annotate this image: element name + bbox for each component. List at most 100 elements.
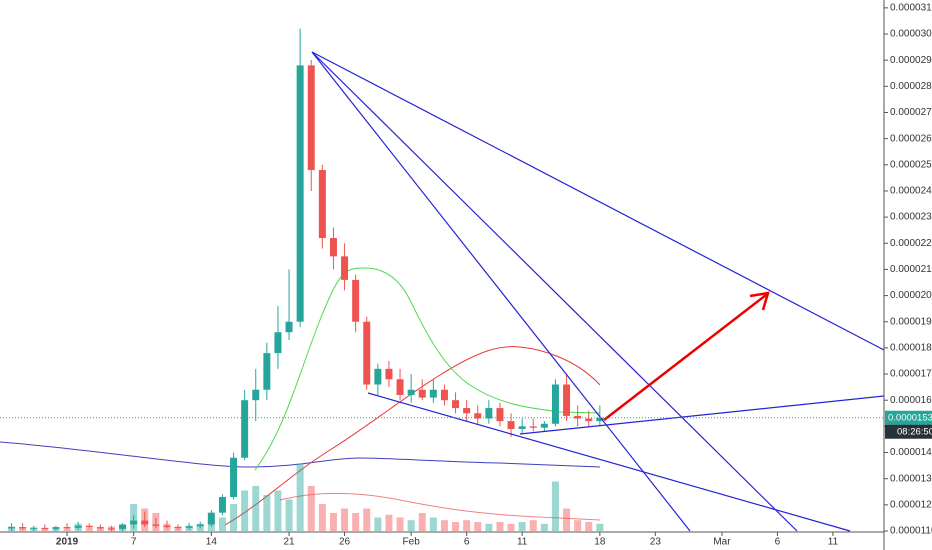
candle-body — [474, 413, 482, 419]
y-tick-label: 0.00001200 — [890, 499, 932, 510]
volume-bar — [574, 520, 582, 531]
candle-body — [429, 389, 437, 398]
candle-body — [529, 426, 537, 428]
volume-bar — [374, 517, 382, 531]
candle-body — [41, 527, 49, 529]
y-tick-label: 0.00002800 — [890, 81, 932, 92]
y-tick-label: 0.00002000 — [890, 290, 932, 301]
candle-body — [352, 279, 360, 322]
trend-line — [311, 51, 798, 532]
volume-bar — [540, 523, 548, 531]
y-tick-label: 0.00002400 — [890, 186, 932, 197]
volume-ma — [279, 492, 601, 521]
volume-bar — [452, 522, 460, 531]
volume-bar — [507, 523, 515, 531]
volume-bar — [296, 463, 304, 531]
x-tick-label: Mar — [713, 537, 731, 548]
volume-bar — [63, 527, 71, 531]
volume-bar — [252, 486, 260, 531]
volume-bar — [263, 495, 271, 531]
y-tick-label: 0.00001400 — [890, 447, 932, 458]
volume-bar — [385, 514, 393, 531]
volume-bar — [585, 522, 593, 531]
volume-bar — [485, 523, 493, 531]
indicators — [0, 267, 601, 526]
candle-body — [496, 408, 504, 422]
candle-layer — [8, 28, 604, 531]
candle-body — [263, 353, 271, 390]
candle-body — [230, 457, 238, 497]
volume-bar — [529, 520, 537, 531]
y-tick-label: 0.00002300 — [890, 212, 932, 223]
candle-body — [241, 400, 249, 458]
candle-body — [329, 238, 337, 257]
candle-body — [596, 417, 604, 422]
volume-bar — [429, 517, 437, 531]
candle-body — [363, 321, 371, 385]
volume-bar — [418, 513, 426, 531]
volume-bar — [518, 522, 526, 531]
candle-body — [207, 512, 215, 525]
candle-body — [341, 256, 349, 280]
candle-body — [285, 321, 293, 333]
candle-body — [19, 527, 27, 529]
candle-body — [174, 527, 182, 529]
x-tick-label: 14 — [206, 537, 218, 548]
candle-body — [52, 527, 60, 529]
volume-bar — [407, 520, 415, 531]
volume-bar — [307, 486, 315, 531]
countdown-box — [885, 424, 932, 439]
candle-body — [196, 524, 204, 527]
candle-body — [574, 415, 582, 419]
y-tick-label: 0.00002900 — [890, 55, 932, 66]
candle-body — [485, 408, 493, 419]
candle-body — [152, 524, 160, 526]
candle-body — [141, 520, 149, 525]
candle-body — [163, 525, 171, 528]
x-tick-label: 23 — [650, 537, 662, 548]
last-price-box — [885, 410, 932, 425]
candle-body — [463, 408, 471, 414]
candle-body — [185, 526, 193, 528]
y-tick-label: 0.00001100 — [890, 526, 932, 537]
y-tick-label: 0.00002700 — [890, 107, 932, 118]
countdown-label: 08:26:50 — [897, 426, 932, 437]
volume-bar — [352, 513, 360, 531]
candle-body — [85, 525, 93, 528]
candle-body — [585, 418, 593, 422]
volume-bar — [440, 520, 448, 531]
volume-bar — [563, 508, 571, 531]
volume-bar — [274, 490, 282, 531]
candle-body — [452, 400, 460, 409]
y-tick-label: 0.00003100 — [890, 2, 932, 13]
trend-line — [311, 51, 691, 532]
volume-bar — [218, 517, 226, 531]
y-tick-label: 0.00001600 — [890, 395, 932, 406]
volume-bar — [363, 508, 371, 531]
trend-line — [311, 51, 885, 351]
volume-bar — [85, 527, 93, 531]
candle-body — [307, 65, 315, 171]
volume-bar — [230, 504, 238, 531]
candle-body — [507, 421, 515, 429]
candle-body — [119, 524, 127, 529]
y-tick-label: 0.00002500 — [890, 159, 932, 170]
volume-bar — [341, 508, 349, 531]
x-tick-label: 6 — [464, 537, 470, 548]
y-tick-label: 0.00002100 — [890, 264, 932, 275]
candle-body — [374, 368, 382, 385]
x-tick-label: 2019 — [56, 537, 79, 548]
candle-body — [396, 379, 404, 395]
y-tick-label: 0.00001700 — [890, 369, 932, 380]
candle-body — [518, 426, 526, 429]
drawings — [311, 51, 885, 532]
volume-bar — [241, 490, 249, 531]
arrow — [603, 291, 770, 421]
trend-line — [519, 395, 885, 435]
arrow-shaft — [603, 294, 767, 421]
volume-bar — [474, 522, 482, 531]
